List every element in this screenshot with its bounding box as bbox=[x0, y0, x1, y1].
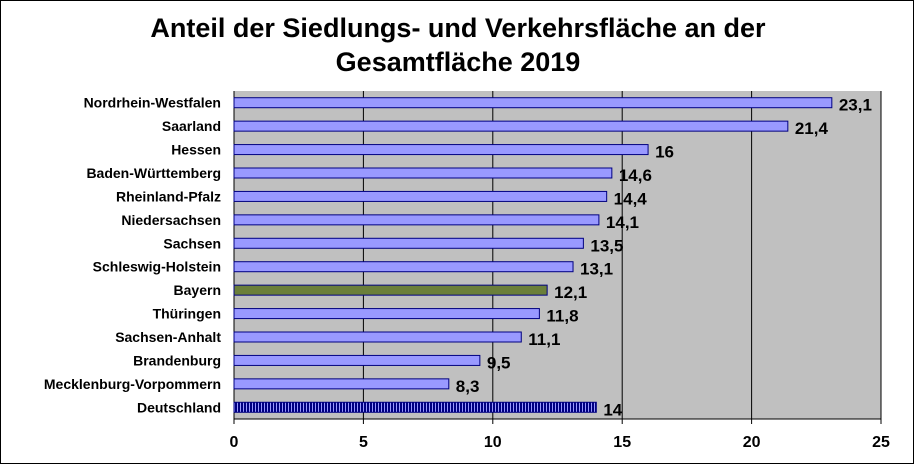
x-tick-label: 5 bbox=[359, 434, 368, 451]
bar bbox=[233, 190, 608, 202]
x-tick-label: 25 bbox=[872, 434, 890, 451]
data-label: 11,1 bbox=[528, 330, 560, 349]
data-label: 21,4 bbox=[795, 119, 829, 138]
category-label: Bayern bbox=[174, 282, 221, 298]
chart-title: Anteil der Siedlungs- und Verkehrsfläche… bbox=[1, 11, 914, 79]
x-tick-label: 0 bbox=[230, 434, 239, 451]
data-label: 16 bbox=[655, 143, 674, 162]
category-label: Rheinland-Pfalz bbox=[116, 188, 221, 204]
data-label: 13,1 bbox=[580, 260, 613, 279]
bar bbox=[233, 284, 548, 296]
bar bbox=[233, 354, 481, 366]
data-label: 23,1 bbox=[839, 96, 872, 115]
data-label: 14,6 bbox=[619, 166, 652, 185]
category-label: Nordrhein-Westfalen bbox=[84, 95, 221, 111]
bar bbox=[233, 214, 600, 226]
category-label: Sachsen-Anhalt bbox=[115, 329, 221, 345]
bar bbox=[233, 401, 597, 413]
category-label: Deutschland bbox=[137, 399, 221, 415]
category-label: Schleswig-Holstein bbox=[93, 259, 221, 275]
category-label: Mecklenburg-Vorpommern bbox=[44, 376, 221, 392]
data-label: 9,5 bbox=[487, 353, 511, 372]
category-label: Sachsen bbox=[163, 235, 221, 251]
bar bbox=[233, 167, 613, 179]
bar bbox=[233, 308, 540, 320]
data-label: 8,3 bbox=[456, 377, 480, 396]
bar bbox=[233, 97, 833, 109]
category-label: Baden-Württemberg bbox=[86, 165, 221, 181]
bar bbox=[233, 261, 574, 273]
bar bbox=[233, 331, 522, 343]
category-label: Niedersachsen bbox=[121, 212, 221, 228]
bar bbox=[233, 144, 649, 156]
x-tick-label: 15 bbox=[613, 434, 631, 451]
data-label: 13,5 bbox=[590, 236, 623, 255]
bar bbox=[233, 120, 789, 132]
category-label: Saarland bbox=[162, 118, 221, 134]
bar bbox=[233, 237, 584, 249]
bar bbox=[233, 378, 450, 390]
data-label: 14,1 bbox=[606, 213, 639, 232]
data-label: 14 bbox=[603, 400, 622, 419]
data-label: 11,8 bbox=[546, 307, 578, 326]
chart-title-line-2: Gesamtfläche 2019 bbox=[335, 47, 581, 77]
category-label: Hessen bbox=[171, 142, 221, 158]
category-label: Thüringen bbox=[153, 306, 221, 322]
data-label: 14,4 bbox=[614, 189, 648, 208]
chart-title-line-1: Anteil der Siedlungs- und Verkehrsfläche… bbox=[150, 13, 766, 43]
x-tick-label: 10 bbox=[484, 434, 502, 451]
category-label: Brandenburg bbox=[133, 352, 221, 368]
data-label: 12,1 bbox=[554, 283, 587, 302]
x-tick-label: 20 bbox=[743, 434, 761, 451]
plot-area bbox=[234, 91, 881, 419]
